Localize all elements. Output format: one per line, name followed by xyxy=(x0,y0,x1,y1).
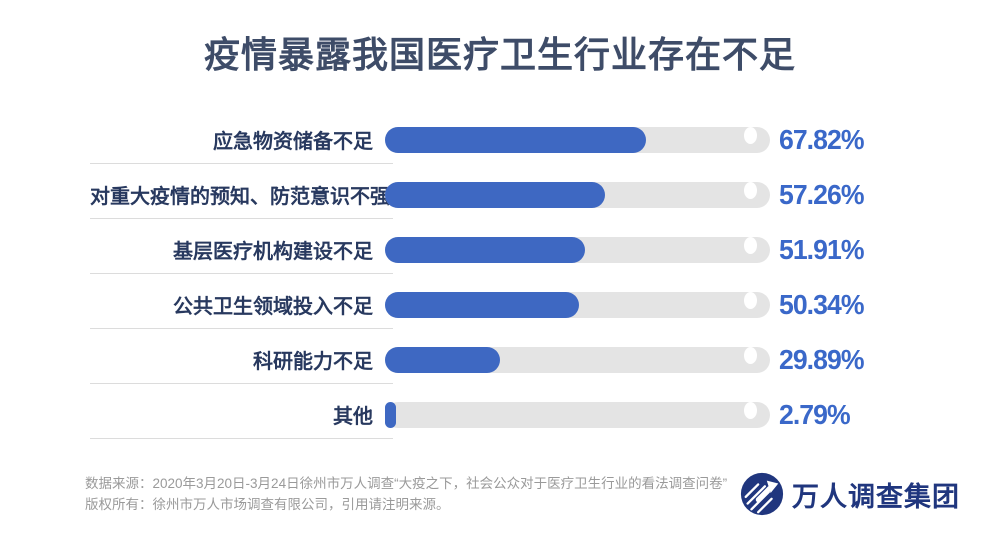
category-label: 基层医疗机构建设不足 xyxy=(173,241,373,263)
chart-row: 其他 2.79% xyxy=(90,387,970,442)
value-label: 51.91% xyxy=(779,233,864,265)
category-label: 对重大疫情的预知、防范意识不强 xyxy=(90,186,390,208)
value-label: 67.82% xyxy=(779,123,864,155)
bar-chart: 应急物资储备不足 67.82% 对重大疫情的预知、防范意识不强 57.26% 基… xyxy=(90,112,970,442)
bar-fill xyxy=(385,126,647,153)
category-label: 公共卫生领域投入不足 xyxy=(173,296,373,318)
bar-track xyxy=(385,181,770,208)
bar-fill xyxy=(385,236,585,263)
value-label: 50.34% xyxy=(779,288,864,320)
highlight-dot xyxy=(744,181,757,199)
chart-title: 疫情暴露我国医疗卫生行业存在不足 xyxy=(203,34,796,75)
chart-row: 公共卫生领域投入不足 50.34% xyxy=(90,277,970,332)
chart-row: 基层医疗机构建设不足 51.91% xyxy=(90,222,970,277)
logo-globe-icon xyxy=(740,472,784,516)
chart-row: 对重大疫情的预知、防范意识不强 57.26% xyxy=(90,167,970,222)
category-label: 其他 xyxy=(333,406,373,428)
bar-fill xyxy=(385,181,606,208)
highlight-dot xyxy=(744,126,757,144)
chart-row: 科研能力不足 29.89% xyxy=(90,332,970,387)
bar-fill xyxy=(385,291,579,318)
value-label: 57.26% xyxy=(779,178,864,210)
highlight-dot xyxy=(744,346,757,364)
bar-track xyxy=(385,401,770,428)
source-block: 数据来源：2020年3月20日-3月24日徐州市万人调查“大疫之下，社会公众对于… xyxy=(85,473,727,515)
value-label: 29.89% xyxy=(779,343,864,375)
bar-fill xyxy=(385,346,501,373)
highlight-dot xyxy=(744,236,757,254)
bar-track xyxy=(385,346,770,373)
highlight-dot xyxy=(744,401,757,419)
copyright-line: 版权所有：徐州市万人市场调查有限公司，引用请注明来源。 xyxy=(85,497,450,512)
data-source-line: 数据来源：2020年3月20日-3月24日徐州市万人调查“大疫之下，社会公众对于… xyxy=(85,476,728,491)
highlight-dot xyxy=(744,291,757,309)
bar-track xyxy=(385,126,770,153)
category-label: 科研能力不足 xyxy=(253,351,373,373)
company-logo: 万人调查集团 xyxy=(739,471,960,517)
category-label: 应急物资储备不足 xyxy=(213,131,373,153)
bar-fill xyxy=(385,401,396,428)
bar-track xyxy=(385,291,770,318)
logo-text: 万人调查集团 xyxy=(792,481,960,512)
footer: 数据来源：2020年3月20日-3月24日徐州市万人调查“大疫之下，社会公众对于… xyxy=(85,471,960,517)
chart-row: 应急物资储备不足 67.82% xyxy=(90,112,970,167)
bar-track xyxy=(385,236,770,263)
value-label: 2.79% xyxy=(779,398,851,430)
